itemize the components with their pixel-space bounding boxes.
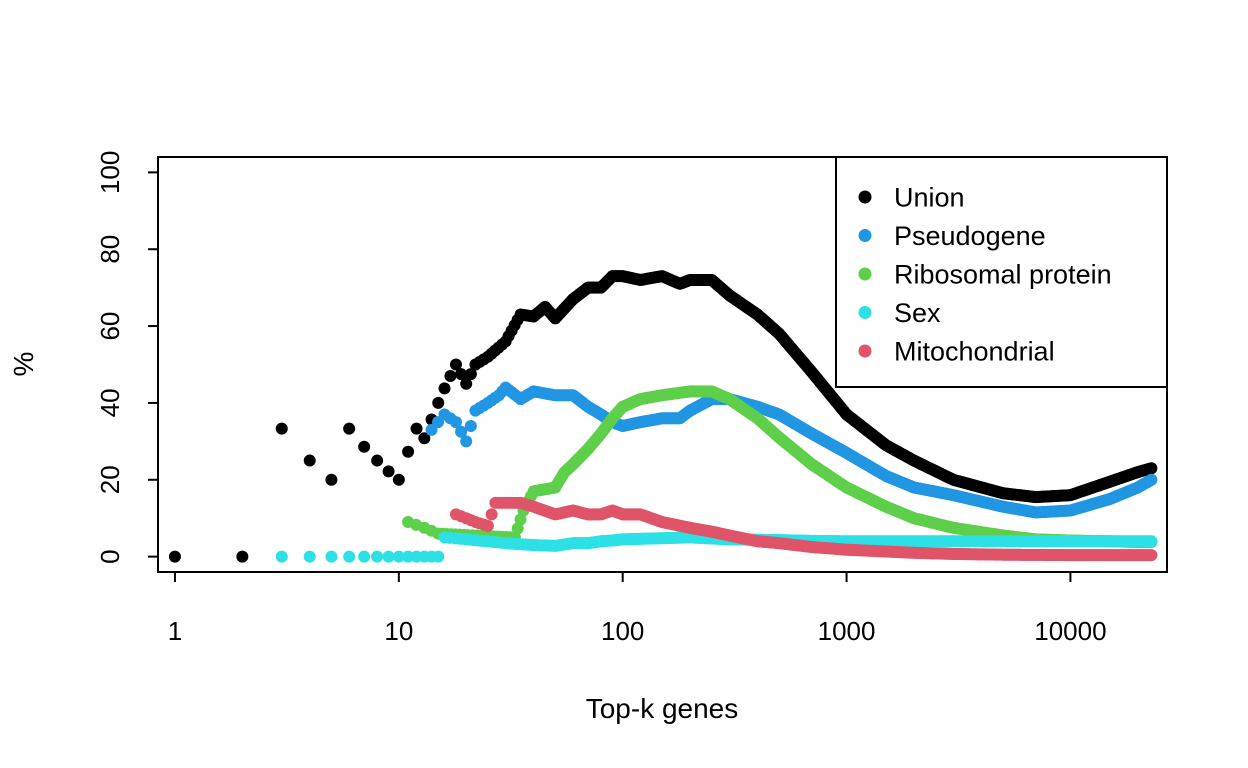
y-tick-label: 0 (95, 549, 125, 563)
data-point (343, 550, 356, 563)
data-point (382, 550, 395, 563)
data-point (392, 550, 405, 563)
data-point (325, 550, 338, 563)
x-axis-title: Top-k genes (586, 693, 739, 724)
legend-marker-mitochondrial (858, 344, 872, 358)
legend-marker-pseudogene (858, 229, 872, 242)
data-point (402, 445, 415, 458)
data-point (392, 473, 405, 486)
data-point (325, 473, 338, 486)
x-tick-label: 1000 (818, 616, 876, 646)
series-sex (275, 531, 1158, 563)
x-axis: 1 10 100 1000 10000 (168, 571, 1107, 646)
data-point (481, 519, 494, 532)
data-point (438, 382, 451, 395)
data-point (371, 550, 384, 563)
legend-box (835, 156, 1168, 388)
data-point (432, 396, 445, 409)
data-point (449, 416, 462, 429)
legend-marker-union (858, 190, 872, 204)
data-point (168, 550, 181, 563)
data-point (343, 422, 356, 435)
data-point (444, 370, 457, 383)
x-tick-label: 10000 (1034, 616, 1106, 646)
data-point (275, 422, 288, 435)
legend-label-ribosomal-protein: Ribosomal protein (894, 260, 1112, 290)
data-point (464, 368, 477, 381)
legend-label-pseudogene: Pseudogene (894, 221, 1046, 251)
data-point (460, 435, 473, 448)
data-point (371, 454, 384, 467)
data-point (1145, 462, 1158, 475)
data-point (358, 550, 371, 563)
data-point (460, 377, 473, 390)
series-mitochondrial (449, 496, 1158, 562)
data-point (485, 508, 498, 521)
data-point (464, 419, 477, 432)
series-union (168, 270, 1158, 563)
y-tick-label: 60 (95, 312, 125, 341)
data-point (1145, 473, 1158, 486)
data-point (303, 550, 316, 563)
series-pseudogene (425, 381, 1158, 519)
data-point (236, 550, 249, 563)
legend: Union Pseudogene Ribosomal protein Sex Mitoc… (835, 156, 1168, 388)
x-tick-label: 1 (168, 616, 182, 646)
legend-marker-sex (858, 306, 872, 319)
legend-label-mitochondrial: Mitochondrial (894, 337, 1055, 367)
legend-label-union: Union (894, 183, 965, 213)
x-tick-label: 10 (384, 616, 413, 646)
data-point (1145, 535, 1158, 548)
y-tick-label: 100 (95, 151, 125, 194)
legend-marker-ribosomal-protein (858, 267, 872, 281)
data-point (455, 425, 468, 438)
data-point (1145, 549, 1158, 562)
data-point (418, 432, 431, 445)
data-point (275, 550, 288, 563)
data-point (402, 550, 415, 563)
legend-label-sex: Sex (894, 298, 941, 328)
plot-marks (168, 270, 1158, 563)
data-point (303, 454, 316, 467)
y-tick-label: 20 (95, 465, 125, 494)
y-axis-title: % (8, 352, 39, 377)
y-tick-label: 40 (95, 388, 125, 417)
data-point (382, 465, 395, 478)
data-point (358, 440, 371, 453)
x-tick-label: 100 (601, 616, 644, 646)
y-tick-label: 80 (95, 235, 125, 264)
y-axis: 0 20 40 60 80 100 (95, 151, 159, 564)
data-point (455, 368, 468, 381)
data-point (432, 550, 445, 563)
data-point (410, 422, 423, 435)
data-point (449, 358, 462, 371)
